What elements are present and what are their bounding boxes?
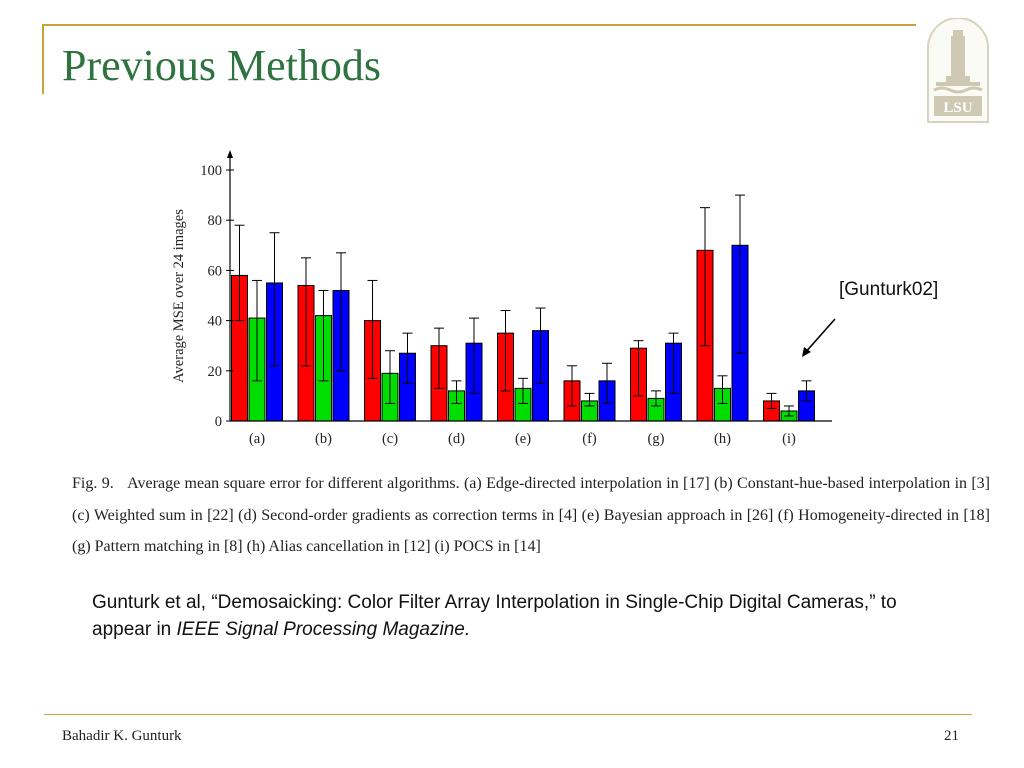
citation-text: Gunturk et al, “Demosaicking: Color Filt… xyxy=(92,592,897,640)
figure-caption: Fig. 9. Average mean square error for di… xyxy=(72,468,990,563)
y-tick-label: 60 xyxy=(208,263,223,279)
y-tick-label: 100 xyxy=(200,163,222,179)
reference-citation: Gunturk et al, “Demosaicking: Color Filt… xyxy=(92,589,952,643)
axes-layer: 0 20 40 60 80 100 (a) (b) (c) (d) (e) (f) (g) (h) (i) xyxy=(200,150,832,447)
x-tick-label: (f) xyxy=(582,431,597,447)
x-tick-label: (e) xyxy=(515,431,531,447)
page-number: 21 xyxy=(944,728,959,744)
y-axis-label: Average MSE over 24 images xyxy=(171,209,187,383)
x-tick-label: (i) xyxy=(782,431,796,447)
y-tick-label: 20 xyxy=(208,364,223,380)
slide-title: Previous Methods xyxy=(62,41,381,90)
bars-layer xyxy=(231,194,815,422)
x-tick-label: (d) xyxy=(448,431,465,447)
caption-text: Average mean square error for different … xyxy=(72,475,991,555)
header-rule xyxy=(44,24,916,26)
x-tick-label: (g) xyxy=(648,431,665,447)
x-tick-label: (c) xyxy=(382,431,398,447)
lsu-logo: LSU xyxy=(927,18,989,123)
footer-rule xyxy=(44,714,972,715)
footer-author: Bahadir K. Gunturk xyxy=(62,728,182,744)
x-tick-label: (a) xyxy=(249,431,265,447)
annotation-arrow xyxy=(802,318,836,357)
y-tick-label: 40 xyxy=(208,314,223,330)
y-axis-arrowhead xyxy=(227,150,233,158)
svg-text:LSU: LSU xyxy=(943,100,972,116)
citation-journal: IEEE Signal Processing Magazine. xyxy=(176,619,471,640)
x-tick-label: (h) xyxy=(714,431,731,447)
y-tick-label: 0 xyxy=(215,414,222,430)
citation-annotation: [Gunturk02] xyxy=(839,279,939,300)
y-tick-label: 80 xyxy=(208,213,223,229)
caption-number: Fig. 9. xyxy=(72,475,114,492)
header-side-rule xyxy=(42,24,44,94)
x-tick-label: (b) xyxy=(315,431,332,447)
